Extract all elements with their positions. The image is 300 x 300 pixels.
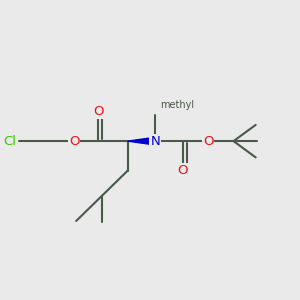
Text: N: N [150,135,160,148]
Text: O: O [203,135,214,148]
Text: Cl: Cl [4,135,17,148]
Text: methyl: methyl [160,100,195,110]
Text: O: O [93,105,103,118]
Polygon shape [128,137,155,145]
Text: O: O [177,164,188,177]
Text: O: O [69,135,80,148]
